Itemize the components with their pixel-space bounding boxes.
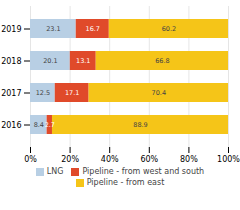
svg-text:2017: 2017 bbox=[1, 89, 21, 98]
html-text:LNG: LNG bbox=[46, 167, 64, 176]
svg-text:66.8: 66.8 bbox=[155, 57, 169, 65]
svg-text:13.1: 13.1 bbox=[76, 57, 90, 65]
html-text:Pipeline - from east: Pipeline - from east bbox=[86, 178, 165, 187]
svg-text:100%: 100% bbox=[217, 155, 240, 164]
svg-text:16.7: 16.7 bbox=[86, 25, 100, 33]
svg-text:8.4: 8.4 bbox=[34, 121, 44, 129]
svg-text:20.1: 20.1 bbox=[43, 57, 57, 65]
svg-text:12.5: 12.5 bbox=[36, 89, 50, 97]
svg-text:88.9: 88.9 bbox=[133, 121, 147, 129]
svg-text:2.7: 2.7 bbox=[45, 121, 55, 129]
svg-text:70.4: 70.4 bbox=[152, 89, 166, 97]
svg-text:60%: 60% bbox=[140, 155, 158, 164]
svg-text:23.1: 23.1 bbox=[46, 25, 60, 33]
svg-text:20%: 20% bbox=[61, 155, 79, 164]
svg-text:40%: 40% bbox=[101, 155, 119, 164]
svg-text:2016: 2016 bbox=[1, 121, 21, 130]
svg-text:60.2: 60.2 bbox=[162, 25, 176, 33]
html-text:Pipeline - from west and south: Pipeline - from west and south bbox=[82, 167, 205, 176]
svg-text:2019: 2019 bbox=[1, 25, 21, 34]
svg-text:2018: 2018 bbox=[1, 57, 21, 66]
svg-text:17.1: 17.1 bbox=[65, 89, 79, 97]
svg-text:0%: 0% bbox=[24, 155, 37, 164]
svg-text:80%: 80% bbox=[180, 155, 198, 164]
